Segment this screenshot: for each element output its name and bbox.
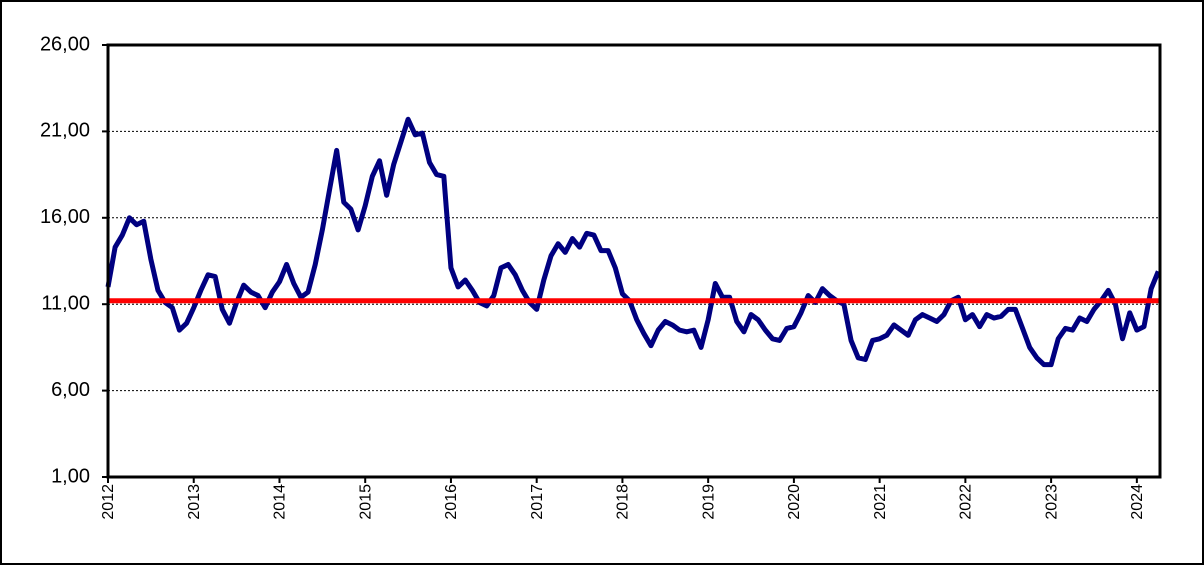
- x-tick-label: 2022: [958, 484, 975, 520]
- series-line: [105, 116, 1161, 368]
- x-tick-label: 2016: [443, 484, 460, 520]
- x-tick-label: 2017: [529, 484, 546, 520]
- x-tick-label: 2019: [700, 484, 717, 520]
- plot-border: [106, 43, 1162, 479]
- x-tick-label: 2014: [272, 484, 289, 520]
- x-tick-label: 2015: [357, 484, 374, 520]
- labels: 1,00 6,00 11,00 16,00 21,00 26,00 2012 2013 2014…: [40, 33, 1146, 519]
- x-tick-label: 2018: [615, 484, 632, 520]
- x-tick-label: 2020: [786, 484, 803, 520]
- x-tick-label: 2023: [1043, 484, 1060, 520]
- y-tick-label: 26,00: [40, 33, 90, 55]
- y-tick-label: 1,00: [51, 465, 90, 487]
- y-tick-label: 16,00: [40, 206, 90, 228]
- x-tick-label: 2013: [186, 484, 203, 520]
- y-tick-label: 21,00: [40, 120, 90, 142]
- y-tick-label: 6,00: [51, 379, 90, 401]
- x-tick-label: 2021: [872, 484, 889, 520]
- y-tick-label: 11,00: [41, 292, 90, 314]
- marks: [105, 116, 1161, 368]
- x-tick-label: 2024: [1129, 484, 1146, 520]
- x-tick-label: 2012: [100, 484, 117, 520]
- grid: [108, 130, 1160, 392]
